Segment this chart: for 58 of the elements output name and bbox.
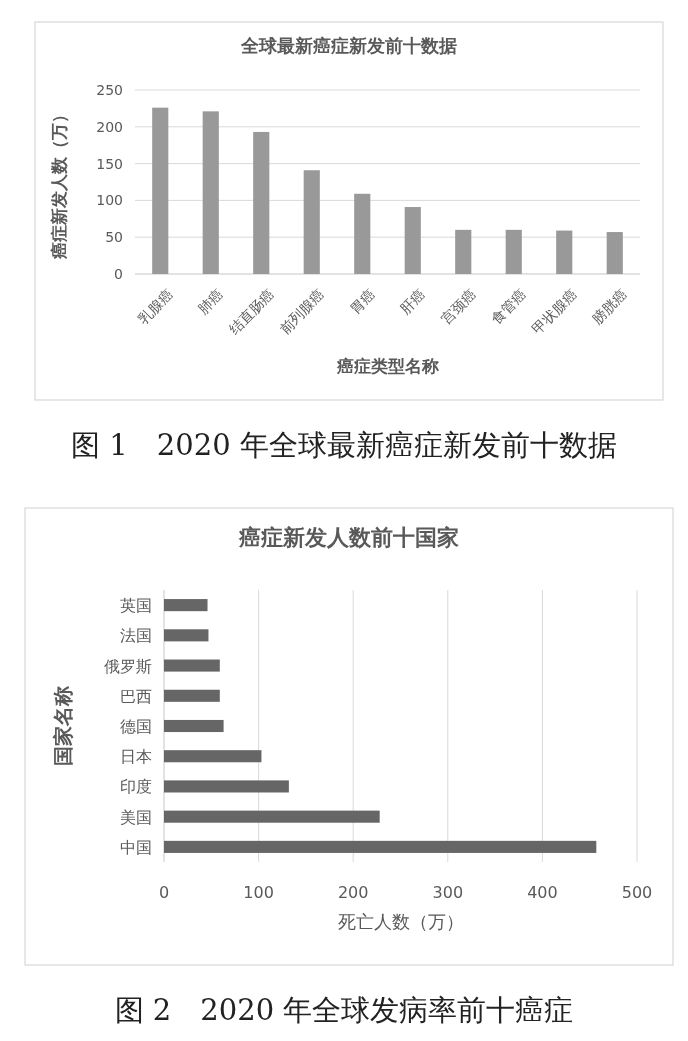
y-tick-label: 日本 [120,747,152,767]
x-axis-title: 癌症类型名称 [335,356,439,376]
caption: 图 2 2020 年全球发病率前十癌症 [114,993,574,1027]
caption: 图 1 2020 年全球最新癌症新发前十数据 [71,428,617,462]
bar [455,229,472,274]
bar [505,229,522,274]
bar [202,111,219,274]
x-tick-label: 前列腺癌 [276,286,328,338]
bar [164,689,220,702]
x-tick-label: 0 [158,883,170,902]
x-tick-label: 100 [243,883,274,902]
x-tick-label: 400 [527,883,558,902]
bar [164,629,209,642]
x-tick-label: 300 [432,883,464,902]
chart-title: 全球最新癌症新发前十数据 [240,35,457,56]
y-tick-label: 法国 [120,626,152,646]
y-tick-label: 印度 [120,777,152,797]
x-axis-title: 死亡人数（万） [337,911,464,932]
x-tick-label: 食管癌 [488,286,530,328]
y-tick-label: 俄罗斯 [104,656,152,676]
y-tick-label: 250 [96,82,123,98]
bar [253,131,270,274]
bar [404,207,421,274]
x-tick-label: 甲状腺癌 [528,286,580,338]
y-tick-label: 0 [114,266,123,282]
y-tick-label: 100 [96,192,123,209]
y-tick-label: 150 [96,155,123,172]
x-tick-label: 200 [337,883,369,902]
bar [164,599,208,612]
bar [152,107,169,274]
x-tick-label: 胃癌 [346,286,378,318]
y-tick-label: 巴西 [120,686,152,706]
x-tick-label: 膀胱癌 [589,286,631,328]
chart-title: 癌症新发人数前十国家 [238,525,459,550]
bar [164,750,262,763]
x-tick-label: 肺癌 [195,286,227,318]
bar [164,840,597,853]
bar [164,810,380,823]
x-tick-label: 乳腺癌 [134,286,176,328]
bar [556,230,573,274]
x-tick-label: 500 [621,883,653,902]
bar [164,780,289,793]
y-tick-label: 50 [105,229,123,246]
bar [303,170,320,274]
bar [606,232,623,274]
bar [164,719,224,733]
bar [354,193,371,274]
y-axis-title: 国家名称 [51,686,75,766]
y-tick-label: 德国 [120,717,152,736]
x-tick-label: 肝癌 [397,286,429,318]
y-axis-title: 癌症新发人数（万） [49,105,69,260]
x-tick-label: 结直肠癌 [225,286,277,338]
x-tick-label: 宫颈癌 [437,286,479,328]
y-tick-label: 美国 [120,807,152,827]
y-tick-label: 中国 [120,837,152,857]
y-tick-label: 英国 [120,596,152,616]
bar [164,659,220,672]
y-tick-label: 200 [96,118,123,135]
